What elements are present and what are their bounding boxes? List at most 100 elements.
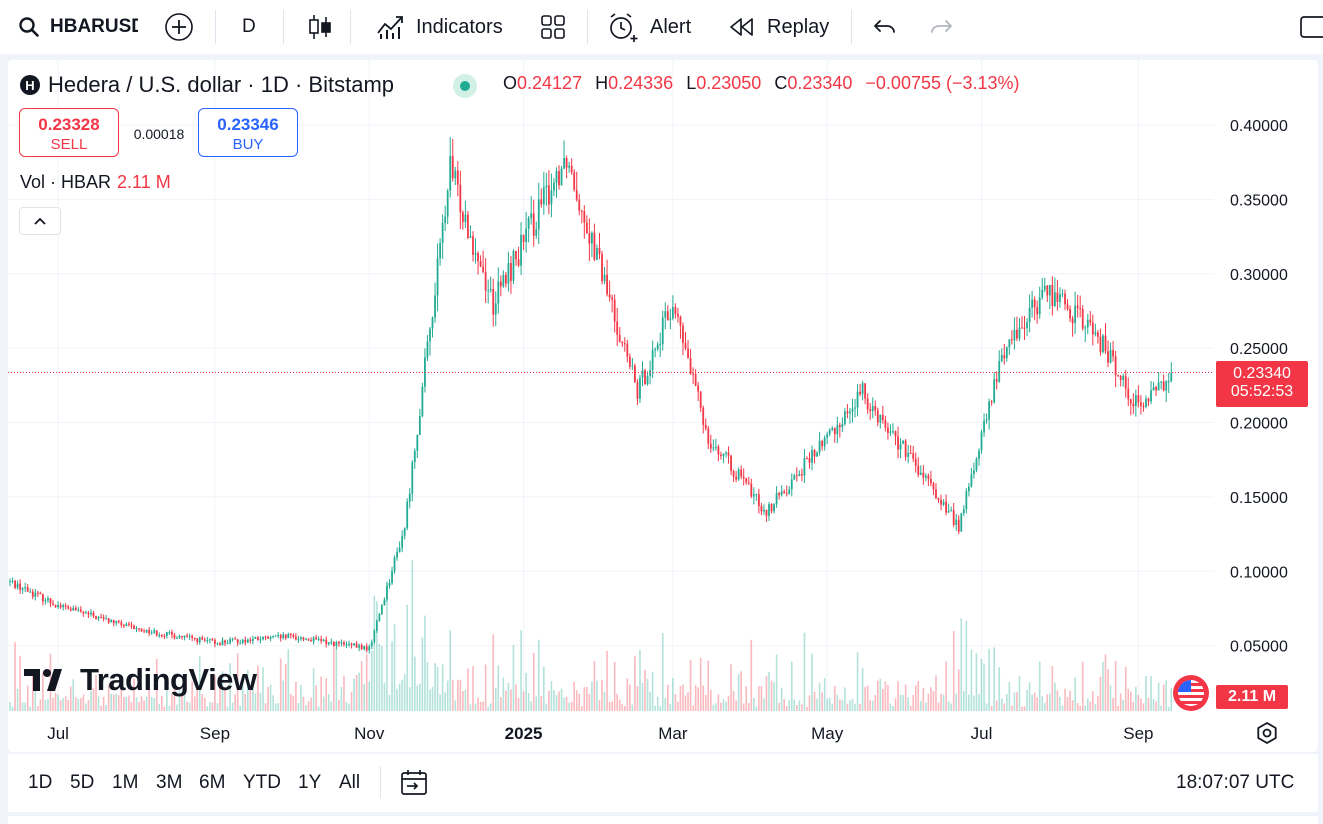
- volume-bar: [469, 704, 472, 711]
- interval-button[interactable]: D: [242, 0, 256, 54]
- candle-body: [472, 236, 474, 255]
- volume-bar: [300, 684, 302, 711]
- volume-bar: [446, 680, 449, 711]
- timeframe-button-1y[interactable]: 1Y: [298, 772, 322, 793]
- candle-body: [1147, 398, 1150, 402]
- volume-bar: [290, 693, 292, 711]
- volume-bar: [973, 695, 975, 711]
- candle-body: [623, 343, 626, 345]
- collapse-legend-button[interactable]: [19, 207, 61, 235]
- candle-body: [608, 294, 611, 298]
- fullscreen-button[interactable]: [1299, 0, 1323, 54]
- volume-bar: [530, 701, 532, 711]
- sell-button[interactable]: 0.23328 SELL: [19, 108, 119, 157]
- candle-body: [325, 639, 328, 645]
- volume-bar: [221, 671, 224, 711]
- buy-button[interactable]: 0.23346 BUY: [198, 108, 298, 157]
- candle-body: [459, 184, 462, 213]
- candle-body: [330, 641, 333, 643]
- chart-type-button[interactable]: [307, 0, 333, 54]
- volume-bar: [871, 700, 874, 711]
- candle-body: [666, 311, 669, 320]
- volume-bar: [543, 666, 545, 711]
- candle-body: [130, 624, 133, 626]
- candle-body: [401, 535, 404, 548]
- candle-body: [107, 618, 110, 623]
- candle-body: [1142, 405, 1145, 408]
- volume-bar: [489, 703, 492, 711]
- candle-body: [1023, 327, 1026, 329]
- candle-body: [363, 646, 366, 650]
- indicators-button[interactable]: Indicators: [376, 0, 503, 54]
- volume-bar: [1076, 703, 1079, 711]
- candle-body: [565, 157, 568, 168]
- volume-bar: [204, 697, 206, 711]
- volume-bar: [421, 637, 424, 711]
- candle-body: [320, 638, 323, 642]
- timeframe-button-3m[interactable]: 3M: [156, 772, 183, 793]
- timeframe-button-1d[interactable]: 1D: [28, 772, 53, 793]
- candle-body: [206, 640, 209, 642]
- undo-icon: [874, 20, 895, 33]
- alert-button[interactable]: Alert: [607, 0, 691, 54]
- volume-bar: [1157, 682, 1160, 711]
- volume-bar: [31, 669, 34, 711]
- volume-bar: [186, 701, 188, 711]
- candle-body: [1119, 376, 1122, 381]
- timeframe-button-1m[interactable]: 1M: [112, 772, 139, 793]
- candle-body: [365, 646, 368, 651]
- volume-bar: [82, 694, 85, 711]
- date-range-button[interactable]: [398, 766, 430, 800]
- volume-bar: [34, 688, 37, 711]
- volume-bar: [1054, 682, 1056, 711]
- candle-body: [919, 472, 922, 475]
- volume-bar: [935, 675, 937, 711]
- volume-bar: [145, 696, 148, 711]
- candle-body: [525, 228, 528, 243]
- us-flag-icon[interactable]: [1173, 675, 1209, 711]
- chart-settings-button[interactable]: [1255, 721, 1279, 750]
- replay-button[interactable]: Replay: [728, 0, 829, 54]
- ohlc-values: O0.24127 H0.24336 L0.23050 C0.23340 −0.0…: [503, 73, 1020, 94]
- candle-body: [489, 289, 492, 291]
- candle-body: [540, 199, 543, 205]
- volume-bar: [712, 704, 715, 711]
- redo-button[interactable]: [928, 0, 954, 54]
- timeframe-button-ytd[interactable]: YTD: [243, 772, 281, 793]
- symbol-search-button[interactable]: HBARUSD: [18, 0, 138, 54]
- layouts-button[interactable]: [539, 0, 567, 54]
- candle-body: [494, 303, 497, 315]
- market-status-icon[interactable]: [453, 74, 477, 98]
- timeframe-button-all[interactable]: All: [339, 772, 361, 793]
- symbol-legend[interactable]: H Hedera / U.S. dollar · 1D · Bitstamp: [20, 72, 394, 98]
- candle-body: [1010, 339, 1013, 341]
- candle-body: [327, 642, 330, 645]
- volume-bar: [105, 704, 107, 711]
- candle-body: [709, 443, 712, 449]
- clock-timezone[interactable]: 18:07:07 UTC: [1176, 772, 1295, 793]
- candle-body: [403, 528, 406, 536]
- volume-legend[interactable]: Vol · HBAR 2.11 M: [20, 172, 171, 193]
- candle-body: [844, 411, 846, 425]
- volume-bar: [692, 705, 694, 711]
- volume-bar: [621, 703, 624, 711]
- compare-symbol-button[interactable]: [164, 0, 194, 54]
- volume-bar: [492, 634, 495, 711]
- candle-body: [469, 236, 472, 238]
- timeframe-button-5d[interactable]: 5D: [70, 772, 95, 793]
- volume-bar: [940, 693, 942, 711]
- candle-body: [236, 639, 239, 644]
- timeframe-button-6m[interactable]: 6M: [199, 772, 226, 793]
- undo-button[interactable]: [872, 0, 898, 54]
- y-tick-label: 0.25000: [1230, 341, 1288, 358]
- redo-icon: [931, 20, 952, 33]
- candle-body: [305, 639, 307, 641]
- candle-body: [145, 629, 148, 633]
- tradingview-logo[interactable]: TradingView: [24, 660, 257, 700]
- chart-panel[interactable]: [8, 60, 1318, 752]
- candle-body: [34, 592, 37, 597]
- volume-bar: [1046, 694, 1049, 711]
- candle-body: [211, 639, 214, 641]
- candle-body: [790, 479, 793, 490]
